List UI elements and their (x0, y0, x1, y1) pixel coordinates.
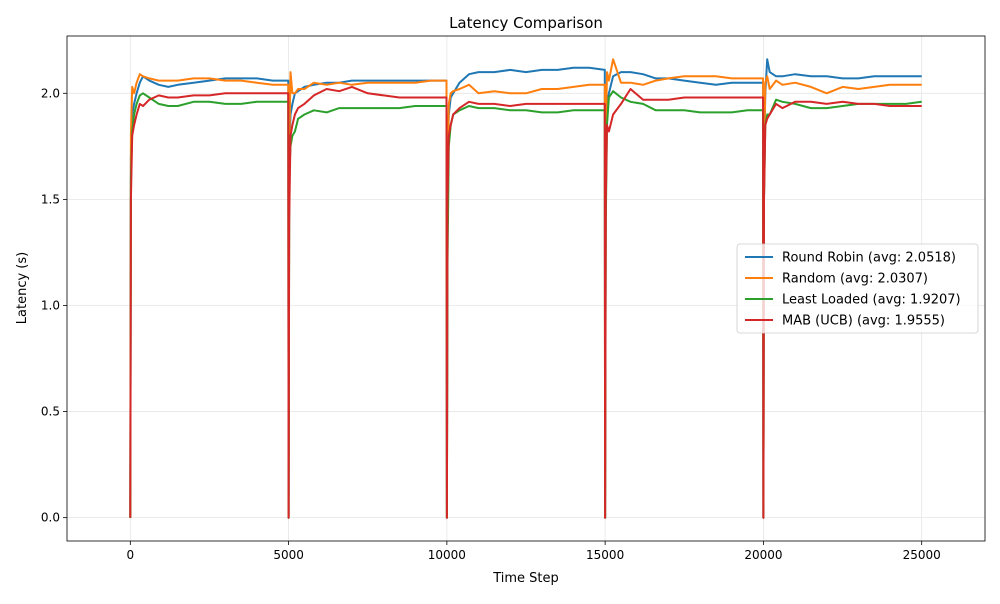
series-lines (129, 58, 922, 519)
series-line-4 (129, 85, 922, 519)
legend-label: MAB (UCB) (avg: 1.9555) (782, 314, 945, 329)
x-tick-label: 0 (126, 548, 134, 562)
y-axis-label: Latency (s) (15, 252, 30, 324)
y-tick-label: 2.0 (41, 86, 60, 100)
axis-ticks: 0 5000 10000 15000 20000 25000 0.0 0.5 1.0 1.5 2.0 (41, 86, 941, 562)
x-tick-label: 5000 (273, 548, 304, 562)
legend-label: Random (avg: 2.0307) (782, 272, 928, 287)
x-tick-label: 20000 (744, 548, 782, 562)
y-tick-label: 1.5 (41, 192, 60, 206)
legend: Round Robin (avg: 2.0518) Random (avg: 2.… (736, 243, 979, 334)
y-tick-label: 1.0 (41, 298, 60, 312)
y-tick-label: 0.5 (41, 405, 60, 419)
chart-title: Latency Comparison (449, 14, 603, 32)
x-axis-label: Time Step (492, 571, 559, 586)
y-tick-label: 0.0 (41, 511, 60, 525)
legend-label: Round Robin (avg: 2.0518) (782, 251, 956, 266)
x-tick-label: 25000 (903, 548, 941, 562)
plot-area-frame (66, 35, 986, 542)
x-tick-label: 15000 (586, 548, 624, 562)
legend-label: Least Loaded (avg: 1.9207) (782, 293, 961, 308)
x-tick-label: 10000 (428, 548, 466, 562)
legend-box (736, 243, 979, 334)
